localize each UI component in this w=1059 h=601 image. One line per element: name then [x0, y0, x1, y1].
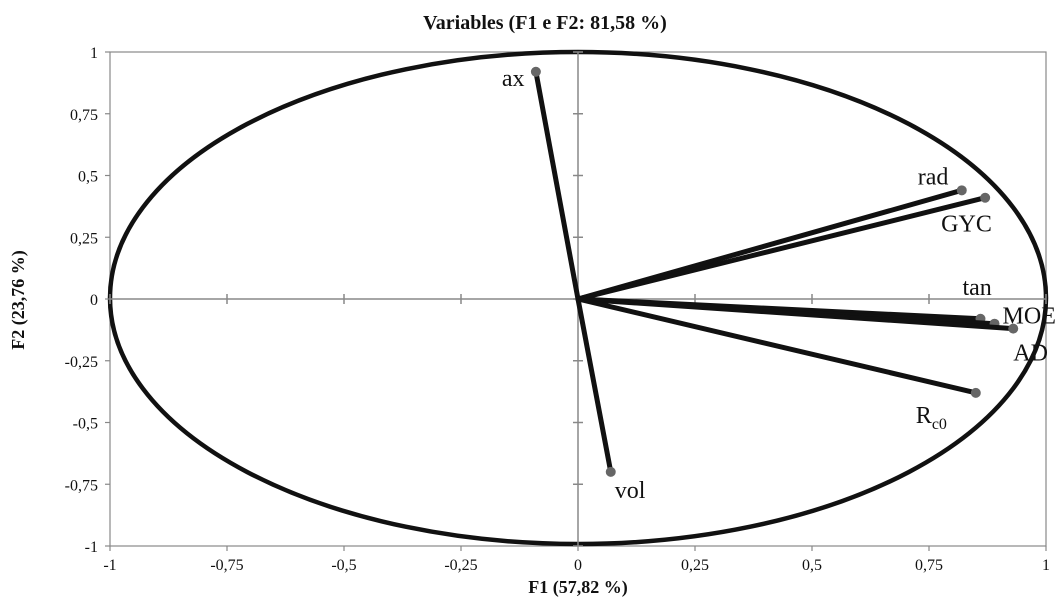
label-rad: rad	[918, 164, 949, 190]
x-tick-label: 0,75	[915, 557, 943, 574]
y-tick-label: 1	[90, 45, 98, 62]
y-tick-label: 0,75	[70, 107, 98, 124]
point-ad	[1008, 323, 1019, 334]
label-vol: vol	[615, 478, 646, 504]
y-tick-label: 0	[90, 292, 98, 309]
y-axis-title: F2 (23,76 %)	[8, 250, 29, 349]
y-tick-label: -0,5	[73, 416, 98, 433]
x-tick-label: -0,25	[444, 557, 477, 574]
y-tick-label: -0,25	[65, 354, 98, 371]
label-ax: ax	[502, 66, 525, 92]
point-vol	[605, 466, 616, 477]
label-r: Rc0	[916, 403, 947, 433]
vector-ax	[533, 69, 581, 302]
label-ad: AD	[1013, 341, 1048, 367]
y-tick-label: -1	[85, 539, 98, 556]
vector-r	[575, 296, 979, 396]
label-subscript: c0	[932, 416, 947, 433]
label-tan: tan	[962, 275, 991, 301]
y-tick-label: -0,75	[65, 477, 98, 494]
vector-gyc	[575, 195, 988, 302]
x-tick-label: 0,25	[681, 557, 709, 574]
point-r	[970, 387, 981, 398]
x-tick-label: -0,5	[331, 557, 356, 574]
vector-vol	[575, 296, 614, 475]
point-gyc	[980, 192, 991, 203]
x-tick-label: 0	[574, 557, 582, 574]
x-tick-label: 0,5	[802, 557, 822, 574]
x-tick-label: -1	[103, 557, 116, 574]
x-axis-title: F1 (57,82 %)	[528, 577, 627, 598]
x-tick-label: 1	[1042, 557, 1050, 574]
point-ax	[530, 66, 541, 77]
y-tick-label: 0,5	[78, 169, 98, 186]
vector-ad	[575, 296, 1016, 332]
x-tick-label: -0,75	[210, 557, 243, 574]
label-gyc: GYC	[941, 212, 992, 238]
chart-title: Variables (F1 e F2: 81,58 %)	[423, 12, 667, 34]
point-rad	[956, 185, 967, 196]
y-tick-label: 0,25	[70, 230, 98, 247]
label-moe: MOE	[1003, 304, 1056, 330]
